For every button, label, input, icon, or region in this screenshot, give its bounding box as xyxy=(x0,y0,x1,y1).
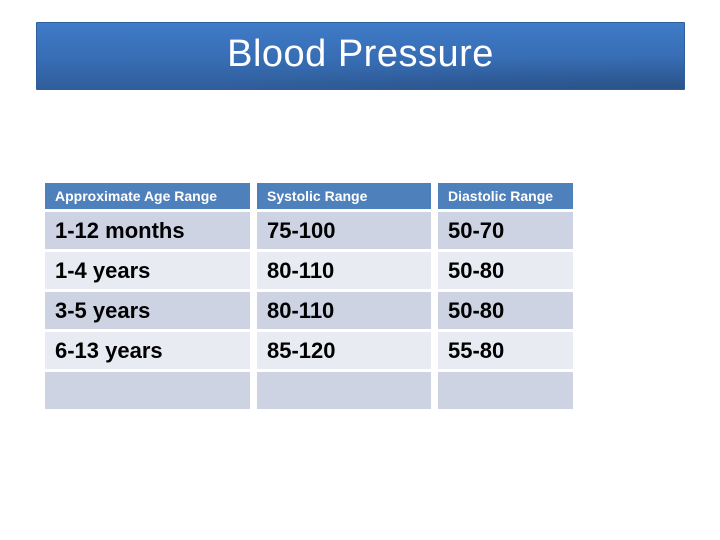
age-range-cell: 6-13 years xyxy=(45,332,257,372)
age-range-cell: 1-12 months xyxy=(45,212,257,252)
table-row: 6-13 years 85-120 55-80 xyxy=(45,332,573,372)
systolic-column-header: Systolic Range xyxy=(257,183,438,212)
diastolic-column-header: Diastolic Range xyxy=(438,183,573,212)
diastolic-cell xyxy=(438,372,573,412)
age-range-cell: 3-5 years xyxy=(45,292,257,332)
age-range-column-header: Approximate Age Range xyxy=(45,183,257,212)
diastolic-cell: 50-70 xyxy=(438,212,573,252)
diastolic-cell: 55-80 xyxy=(438,332,573,372)
table-row: 1-4 years 80-110 50-80 xyxy=(45,252,573,292)
diastolic-cell: 50-80 xyxy=(438,292,573,332)
age-range-cell xyxy=(45,372,257,412)
title-banner: Blood Pressure xyxy=(36,22,685,90)
table-row: 1-12 months 75-100 50-70 xyxy=(45,212,573,252)
table-row-empty xyxy=(45,372,573,412)
diastolic-cell: 50-80 xyxy=(438,252,573,292)
systolic-cell xyxy=(257,372,438,412)
table-row: 3-5 years 80-110 50-80 xyxy=(45,292,573,332)
systolic-cell: 80-110 xyxy=(257,292,438,332)
systolic-cell: 85-120 xyxy=(257,332,438,372)
age-range-cell: 1-4 years xyxy=(45,252,257,292)
blood-pressure-table: Approximate Age Range Systolic Range Dia… xyxy=(45,183,573,412)
page-title: Blood Pressure xyxy=(227,33,494,75)
table-header-row: Approximate Age Range Systolic Range Dia… xyxy=(45,183,573,212)
systolic-cell: 80-110 xyxy=(257,252,438,292)
systolic-cell: 75-100 xyxy=(257,212,438,252)
